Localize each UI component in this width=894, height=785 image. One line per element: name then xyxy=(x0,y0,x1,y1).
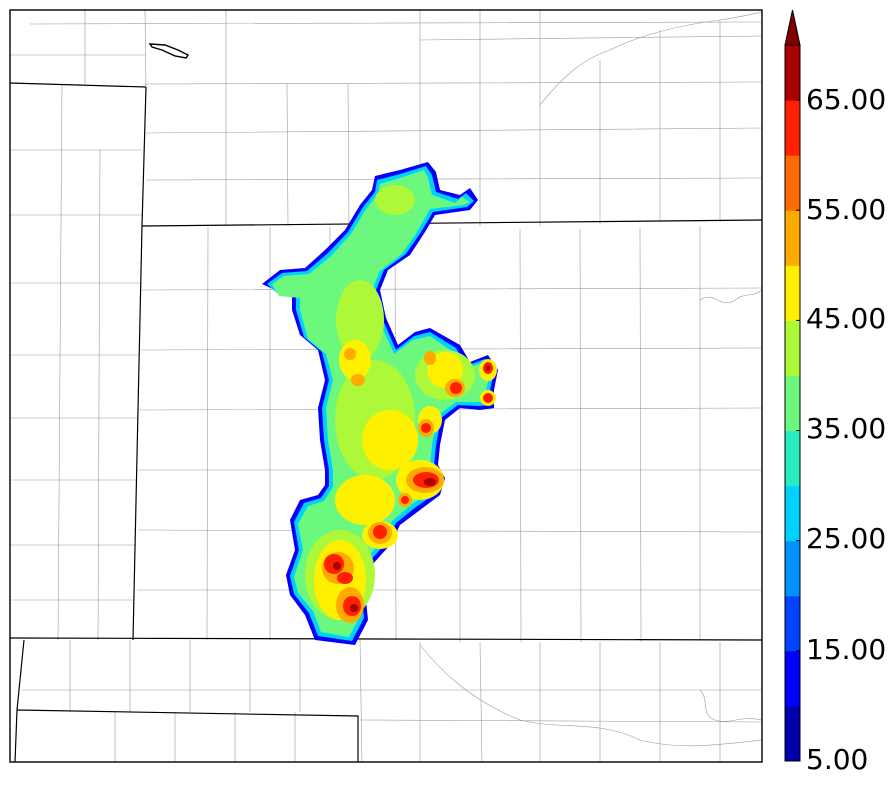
reflectivity-field xyxy=(262,162,498,645)
colorbar-segment xyxy=(785,430,800,487)
colorbar-segment xyxy=(785,375,800,432)
colorbar-segment xyxy=(785,595,800,652)
lake-outline xyxy=(148,43,190,59)
colorbar-tick-label: 35.00 xyxy=(806,412,887,445)
colorbar-tick-label: 55.00 xyxy=(806,193,887,226)
colorbar-segment xyxy=(785,100,800,156)
colorbar-tick-label: 15.00 xyxy=(806,633,887,666)
state-borders xyxy=(9,82,763,763)
colorbar-segment xyxy=(785,540,800,597)
map-frame xyxy=(9,9,763,763)
colorbar-tick-label: 25.00 xyxy=(806,522,887,555)
colorbar-segment xyxy=(785,210,800,266)
colorbar xyxy=(784,9,801,762)
colorbar-segment xyxy=(785,650,800,707)
colorbar-segment xyxy=(785,705,800,762)
colorbar-frame xyxy=(784,44,801,762)
field-patches-65 xyxy=(333,365,490,612)
colorbar-extend-arrow xyxy=(784,9,801,46)
colorbar-segment xyxy=(785,265,800,321)
colorbar-tick-label: 5.00 xyxy=(806,743,869,776)
county-borders xyxy=(10,9,763,763)
colorbar-tick-label: 65.00 xyxy=(806,83,887,116)
colorbar-segment xyxy=(785,45,800,101)
colorbar-segment xyxy=(785,320,800,376)
colorbar-segment xyxy=(785,485,800,542)
colorbar-segment xyxy=(785,155,800,211)
colorbar-tick-label: 45.00 xyxy=(806,302,887,335)
